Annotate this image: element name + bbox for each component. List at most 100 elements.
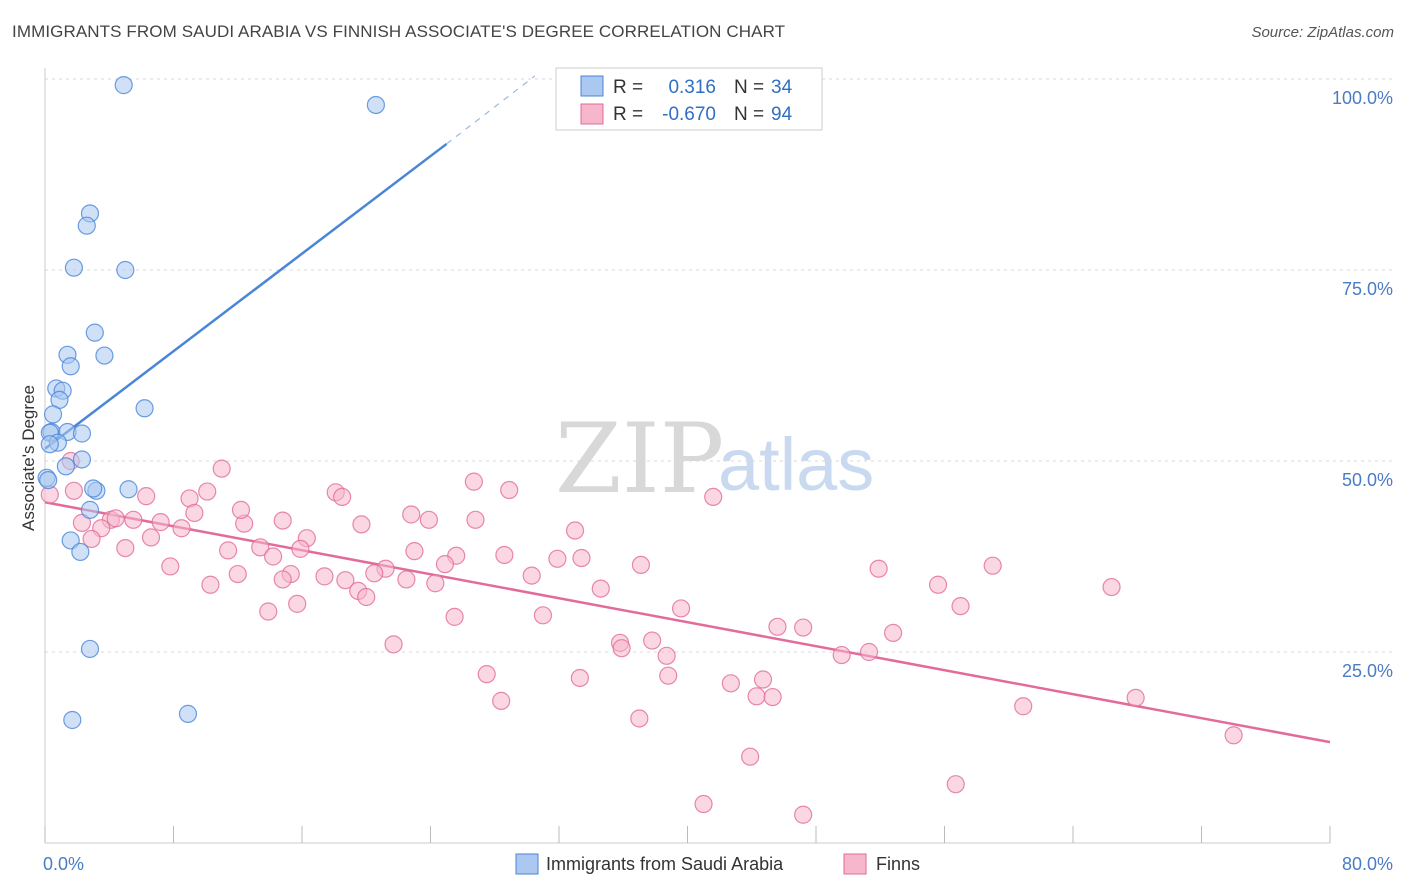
point-saudi-arabia [72,424,92,443]
point-finns [352,515,371,534]
point-finns [201,575,220,594]
trend-line-saudi-arabia [44,142,448,450]
axes [44,68,1331,844]
point-finns [612,639,631,658]
x-tick-labels: 0.0% 80.0% [43,854,1393,874]
point-finns [445,607,464,626]
point-finns [500,480,519,500]
point-finns [753,670,773,689]
point-saudi-arabia [116,260,135,280]
point-finns [336,571,355,590]
point-finns [951,597,970,616]
source-label: Source: ZipAtlas.com [1251,24,1394,41]
point-finns [659,666,678,685]
point-saudi-arabia [84,479,103,498]
y-tick-labels: 25.0% 50.0% 75.0% 100.0% [1332,88,1393,681]
point-finns [435,555,455,574]
data-points [37,76,1243,824]
point-finns [185,503,204,523]
point-finns [198,482,217,501]
point-finns [572,548,591,568]
point-finns [492,691,511,710]
point-finns [983,556,1002,575]
point-saudi-arabia [40,435,59,454]
series-legend-label-finns: Finns [876,854,920,874]
point-finns [426,574,445,593]
point-finns [402,505,421,524]
point-finns [172,519,191,538]
point-finns [1126,688,1145,707]
point-finns [794,618,813,637]
point-saudi-arabia [39,471,58,490]
point-finns [1224,726,1243,745]
point-finns [630,709,649,728]
point-finns [671,599,691,618]
legend-r-value-2: -0.670 [662,104,716,125]
point-finns [273,511,292,530]
point-finns [161,557,180,576]
point-finns [794,805,813,824]
point-finns [397,570,416,589]
point-finns [832,645,851,665]
legend-n-value-1: 34 [771,77,793,98]
legend-r-label-1: R = [613,77,643,98]
y-tick-label: 75.0% [1342,279,1393,299]
point-finns [212,459,231,478]
point-saudi-arabia [61,357,80,376]
point-finns [259,602,278,621]
point-finns [82,529,101,549]
point-finns [288,594,307,613]
watermark-atlas: atlas [718,423,874,506]
point-finns [741,747,760,766]
y-tick-label: 50.0% [1342,470,1393,490]
point-saudi-arabia [178,704,198,723]
point-finns [859,642,879,662]
point-finns [419,510,438,529]
point-finns [116,538,135,558]
point-finns [333,487,352,507]
point-finns [763,687,782,707]
point-finns [591,579,610,598]
y-axis-title: Associate's Degree [19,385,38,531]
point-finns [869,559,888,578]
trend-line-saudi-arabia-extension [446,75,536,145]
legend-swatch-blue [580,75,604,97]
point-finns [477,665,496,684]
watermark: ZIP atlas [555,403,874,515]
point-saudi-arabia [56,457,75,476]
point-saudi-arabia [135,399,154,418]
point-finns [72,513,92,532]
point-finns [405,542,424,561]
x-tick-label: 0.0% [43,854,84,874]
point-finns [365,564,384,583]
correlation-legend: R = 0.316 N = 34 R = -0.670 N = 94 [555,67,823,131]
chart-title: IMMIGRANTS FROM SAUDI ARABIA VS FINNISH … [12,22,786,41]
point-saudi-arabia [85,323,104,342]
point-saudi-arabia [77,216,96,235]
point-finns [548,549,567,568]
point-finns [565,521,585,540]
legend-n-value-2: 94 [771,104,793,125]
point-saudi-arabia [95,346,114,365]
watermark-zip: ZIP [555,403,724,515]
y-tick-label: 25.0% [1342,661,1393,681]
point-finns [1014,697,1033,716]
point-finns [495,545,514,565]
y-tick-label: 100.0% [1332,88,1393,108]
point-finns [384,635,403,654]
point-saudi-arabia [119,480,138,499]
series-legend-label-saudi: Immigrants from Saudi Arabia [546,854,784,874]
point-finns [643,631,662,650]
point-finns [124,510,143,529]
legend-r-label-2: R = [613,104,643,125]
grid-lines [45,78,1393,653]
point-saudi-arabia [80,500,100,519]
point-finns [522,566,541,585]
point-finns [231,500,251,519]
point-finns [315,567,334,586]
point-saudi-arabia [72,450,92,469]
point-finns [357,587,376,607]
point-saudi-arabia [64,258,84,277]
legend-swatch-pink [580,103,604,125]
